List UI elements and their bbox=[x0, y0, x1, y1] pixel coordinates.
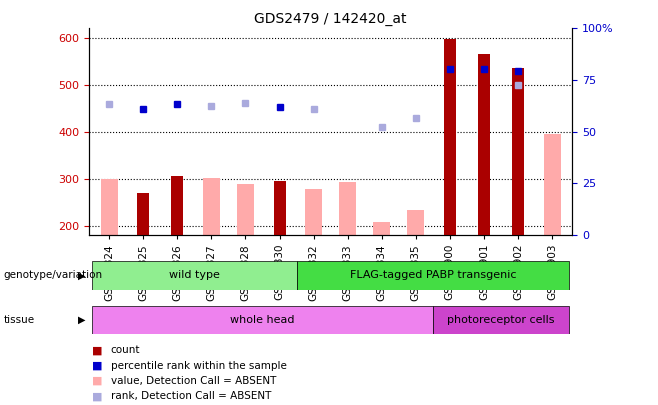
Text: percentile rank within the sample: percentile rank within the sample bbox=[111, 361, 286, 371]
Bar bbox=[172, 176, 184, 235]
Bar bbox=[297, 261, 569, 290]
Text: count: count bbox=[111, 345, 140, 355]
Bar bbox=[92, 261, 297, 290]
Text: ■: ■ bbox=[92, 345, 103, 355]
Bar bbox=[92, 306, 433, 334]
Text: FLAG-tagged PABP transgenic: FLAG-tagged PABP transgenic bbox=[349, 271, 516, 280]
Text: ■: ■ bbox=[92, 392, 103, 401]
Bar bbox=[101, 179, 118, 235]
Bar bbox=[237, 184, 254, 235]
Bar bbox=[274, 181, 286, 235]
Text: ■: ■ bbox=[92, 376, 103, 386]
Text: value, Detection Call = ABSENT: value, Detection Call = ABSENT bbox=[111, 376, 276, 386]
Bar bbox=[444, 39, 456, 235]
Text: wild type: wild type bbox=[169, 271, 220, 280]
Bar bbox=[138, 193, 149, 235]
Text: ▶: ▶ bbox=[78, 315, 85, 325]
Bar bbox=[203, 178, 220, 235]
Text: genotype/variation: genotype/variation bbox=[3, 271, 103, 280]
Bar bbox=[433, 306, 569, 334]
Text: photoreceptor cells: photoreceptor cells bbox=[447, 315, 555, 325]
Text: ▶: ▶ bbox=[78, 271, 85, 280]
Bar bbox=[407, 211, 424, 235]
Bar bbox=[512, 68, 524, 235]
Bar bbox=[373, 222, 390, 235]
Text: tissue: tissue bbox=[3, 315, 34, 325]
Text: rank, Detection Call = ABSENT: rank, Detection Call = ABSENT bbox=[111, 392, 271, 401]
Bar bbox=[339, 182, 356, 235]
Text: ■: ■ bbox=[92, 361, 103, 371]
Bar bbox=[544, 134, 561, 235]
Title: GDS2479 / 142420_at: GDS2479 / 142420_at bbox=[255, 12, 407, 26]
Bar bbox=[305, 189, 322, 235]
Text: whole head: whole head bbox=[230, 315, 295, 325]
Bar bbox=[478, 54, 490, 235]
